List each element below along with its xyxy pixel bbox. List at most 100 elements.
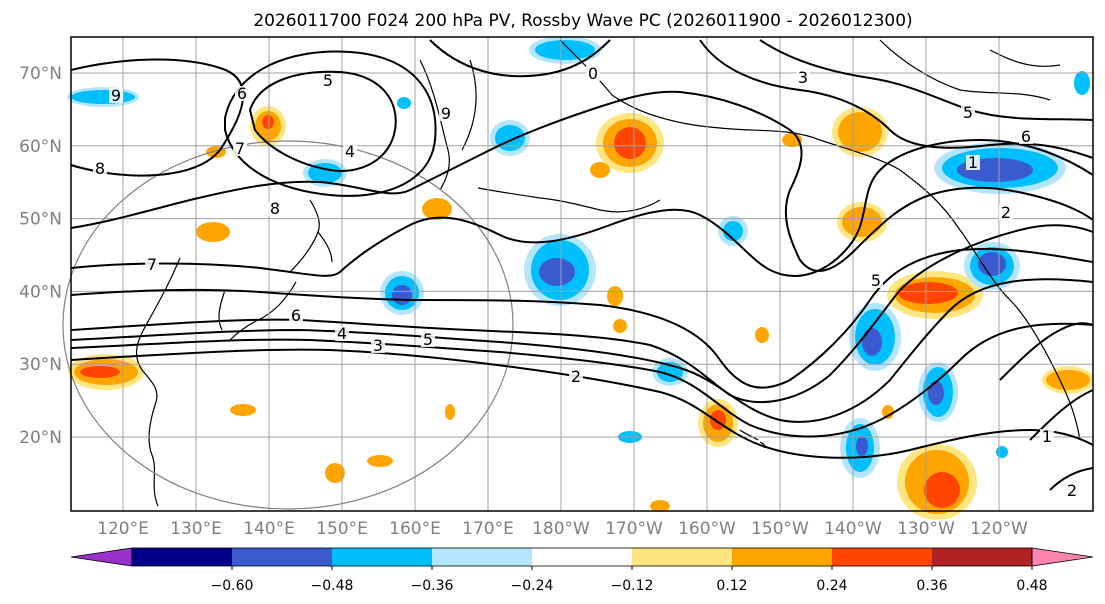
contour-12 [699, 39, 1094, 159]
lon-label-8: 160°W [678, 519, 736, 539]
contour-8 [248, 70, 397, 172]
gridlines [71, 37, 1093, 511]
contour-label-bg-15 [289, 308, 303, 323]
lat-label-3: 40°N [19, 282, 62, 302]
orange-17 [590, 162, 610, 178]
core-2 [392, 285, 412, 305]
contour-label-8: 0 [588, 64, 598, 83]
colorbar-segment-4 [532, 548, 633, 566]
contour-label-2: 6 [237, 84, 247, 103]
blue-9 [71, 90, 135, 104]
colorbar-segment-1 [232, 548, 333, 566]
contour-label-6: 8 [270, 199, 280, 218]
lon-label-4: 160°E [389, 519, 441, 539]
lon-label-5: 170°E [462, 519, 514, 539]
contour-label-bg-2 [235, 86, 249, 101]
contour-label-bg-18 [421, 332, 435, 347]
colorbar-segment-7 [832, 548, 933, 566]
lat-label-4: 30°N [19, 355, 62, 375]
lon-label-7: 170°W [605, 519, 663, 539]
lon-label-10: 140°W [824, 519, 882, 539]
longitude-labels: 120°E 130°E 140°E 150°E 160°E 170°E 180°W 170°W… [97, 519, 1028, 539]
colorbar-label-4: −0.12 [611, 578, 654, 594]
contour-11 [429, 39, 611, 78]
contour-label-bg-14 [145, 257, 159, 272]
coast-alaska [559, 39, 1081, 441]
contour-4 [70, 322, 1094, 438]
blue-16 [397, 97, 411, 109]
contour-label-22: 2 [1067, 481, 1077, 500]
contour-labels: 9 8 6 5 7 4 8 9 0 3 5 6 1 2 7 6 4 3 5 2 5 1 2 [93, 64, 1079, 500]
lon-label-3: 150°E [316, 519, 368, 539]
orange-22 [882, 405, 894, 419]
contour-label-4: 7 [235, 139, 245, 158]
blue-11 [723, 221, 743, 241]
contour-label-19: 2 [571, 367, 581, 386]
contour-label-bg-4 [233, 141, 247, 156]
core-5 [862, 328, 882, 356]
contour-label-bg-6 [268, 201, 282, 216]
red-5 [710, 410, 726, 430]
colorbar-segment-2 [332, 548, 433, 566]
colorbar-segment-5 [632, 548, 733, 566]
contour-13 [759, 39, 1094, 121]
orange-13 [367, 455, 393, 467]
red-1 [614, 127, 646, 159]
contour-label-3: 5 [323, 71, 333, 90]
orange-11 [196, 222, 230, 242]
orange-7 [838, 112, 882, 152]
map-frame [70, 36, 1094, 512]
colorbar-label-0: −0.60 [211, 578, 254, 594]
contour-label-bg-21 [1040, 429, 1054, 444]
colorbar-label-3: −0.24 [511, 578, 554, 594]
contour-label-0: 9 [111, 86, 121, 105]
influence-circle [62, 140, 514, 510]
contour-14 [999, 322, 1094, 491]
contour-label-14: 7 [147, 255, 157, 274]
contour-label-21: 1 [1042, 427, 1052, 446]
colorbar-label-1: −0.48 [311, 578, 354, 594]
contour-label-bg-16 [335, 326, 349, 341]
lat-label-2: 50°N [19, 210, 62, 230]
colorbar-extend-high [1031, 547, 1094, 567]
contour-label-bg-17 [371, 338, 385, 353]
orange-18 [755, 327, 769, 343]
coast-aleutians [477, 187, 661, 213]
contour-label-12: 1 [968, 153, 978, 172]
contour-label-17: 3 [373, 336, 383, 355]
colorbar: −0.60 −0.48 −0.36 −0.24 −0.12 0.12 0.24 0.36 0.4… [70, 547, 1094, 594]
map-panel: 9 8 6 5 7 4 8 9 0 3 5 6 1 2 7 6 4 3 5 2 5 1 2 [62, 36, 1094, 520]
coast-kamchatka [419, 59, 477, 191]
contour-label-1: 8 [95, 159, 105, 178]
contour-5 [70, 348, 1094, 459]
colorbar-extend-low [70, 547, 133, 567]
contour-label-bg-9 [796, 70, 810, 85]
red-orange-areas [80, 115, 960, 508]
orange-9 [1046, 370, 1090, 390]
contour-3 [70, 278, 1094, 423]
latitude-labels: 70°N 60°N 50°N 40°N 30°N 20°N [19, 64, 62, 448]
orange-20 [206, 146, 226, 158]
orange-23 [445, 404, 455, 420]
blue-17 [1074, 71, 1090, 95]
lon-label-6: 180°W [532, 519, 590, 539]
lon-label-1: 130°E [170, 519, 222, 539]
core-6 [928, 381, 944, 405]
contour-label-bg-7 [439, 106, 453, 121]
contour-label-13: 2 [1001, 203, 1011, 222]
red-2 [898, 282, 958, 304]
pv-contours [70, 39, 1094, 491]
core-1 [539, 258, 575, 286]
colorbar-segment-6 [732, 548, 833, 566]
contour-label-bg-5 [343, 144, 357, 159]
lat-label-1: 60°N [19, 137, 62, 157]
colorbar-label-5: 0.12 [716, 578, 747, 594]
contour-label-bg-22 [1065, 483, 1079, 498]
lon-label-0: 120°E [97, 519, 149, 539]
contour-9 [224, 50, 437, 197]
colorbar-label-8: 0.48 [1016, 578, 1047, 594]
red-3 [924, 472, 960, 508]
colorbar-frame [131, 547, 1033, 567]
orange-10 [422, 198, 452, 220]
